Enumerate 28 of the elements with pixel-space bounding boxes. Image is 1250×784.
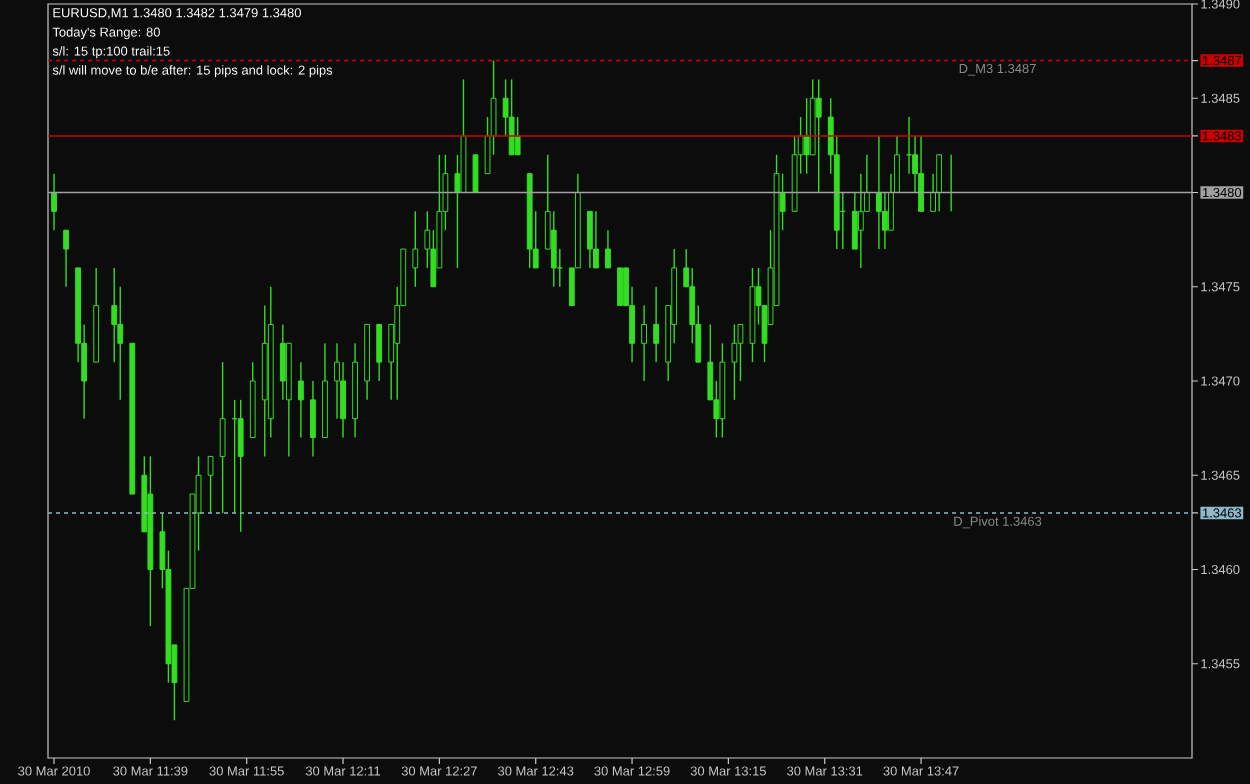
candlestick [857, 172, 864, 269]
candlestick [514, 116, 521, 156]
candlestick [918, 135, 924, 213]
candlestick [617, 267, 623, 307]
candlestick [593, 210, 599, 269]
candlestick [63, 229, 69, 288]
candlestick [279, 323, 286, 401]
candlestick [219, 361, 226, 514]
candlestick [641, 304, 647, 382]
candlestick [731, 323, 738, 401]
candlestick [376, 323, 383, 382]
candlestick [586, 210, 593, 269]
candlestick [237, 399, 244, 533]
candlestick [803, 97, 810, 175]
candlestick [412, 210, 419, 288]
candlestick [472, 154, 479, 194]
candlestick [207, 455, 214, 514]
candlestick [876, 135, 882, 250]
candlestick [894, 135, 900, 194]
candlestick [605, 229, 611, 269]
candlestick [310, 380, 316, 458]
candlestick [653, 286, 660, 363]
candlestick [936, 154, 943, 213]
candlestick [297, 361, 304, 439]
candlestick [815, 78, 822, 194]
candlestick [508, 78, 515, 156]
candlestick [550, 210, 557, 288]
candlestick [51, 172, 57, 231]
